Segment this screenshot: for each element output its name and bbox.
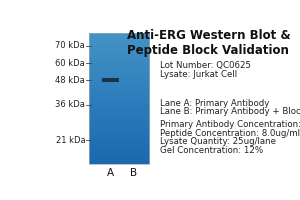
Text: 36 kDa: 36 kDa bbox=[55, 100, 85, 109]
Text: Lot Number: QC0625: Lot Number: QC0625 bbox=[160, 61, 250, 70]
Text: Lysate Quantity: 25ug/lane: Lysate Quantity: 25ug/lane bbox=[160, 137, 276, 146]
Text: B: B bbox=[130, 168, 138, 178]
Text: Lysate: Jurkat Cell: Lysate: Jurkat Cell bbox=[160, 70, 237, 79]
Text: Lane A: Primary Antibody: Lane A: Primary Antibody bbox=[160, 99, 269, 108]
Bar bbox=[125, 78, 143, 82]
Text: Peptide Concentration: 8.0ug/ml: Peptide Concentration: 8.0ug/ml bbox=[160, 129, 300, 138]
Bar bbox=[102, 78, 119, 82]
Text: Primary Antibody Concentration: 5.0ug/ml: Primary Antibody Concentration: 5.0ug/ml bbox=[160, 120, 300, 129]
Bar bbox=[89, 33, 149, 164]
Text: Anti-ERG Western Blot &
Peptide Block Validation: Anti-ERG Western Blot & Peptide Block Va… bbox=[127, 29, 290, 57]
Text: Lane B: Primary Antibody + Blocking Peptide: Lane B: Primary Antibody + Blocking Pept… bbox=[160, 107, 300, 116]
Text: A: A bbox=[107, 168, 114, 178]
Text: 60 kDa: 60 kDa bbox=[56, 59, 85, 68]
Text: 21 kDa: 21 kDa bbox=[56, 136, 85, 145]
Text: 70 kDa: 70 kDa bbox=[56, 41, 85, 50]
Text: Gel Concentration: 12%: Gel Concentration: 12% bbox=[160, 146, 263, 155]
Text: 48 kDa: 48 kDa bbox=[56, 76, 85, 85]
